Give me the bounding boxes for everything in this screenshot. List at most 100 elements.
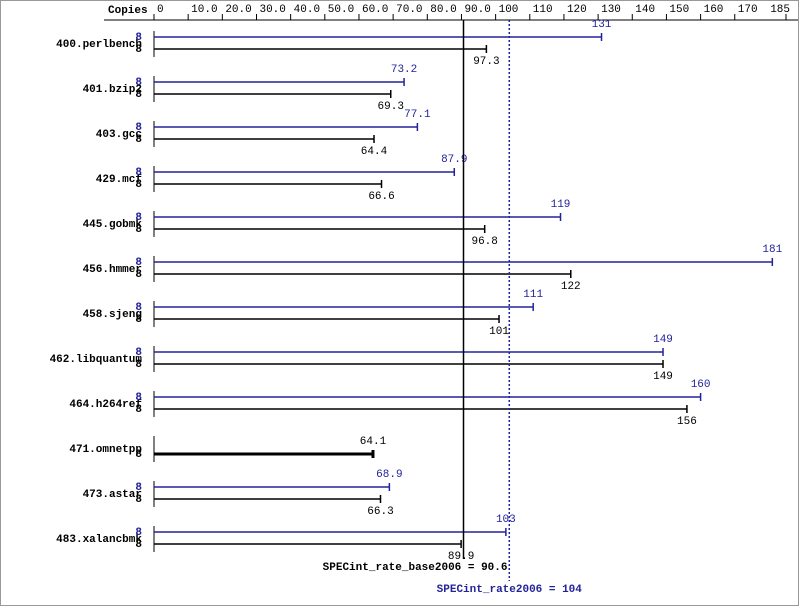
value-label: 119 (551, 199, 571, 211)
value-label: 66.3 (367, 506, 393, 518)
value-label: 111 (523, 289, 543, 301)
copies-label: 8 (135, 89, 142, 101)
value-label: 131 (592, 19, 612, 31)
benchmark-label: 400.perlbench (56, 39, 142, 51)
bar (154, 213, 562, 221)
value-label: 149 (653, 371, 673, 383)
copies-label: 8 (135, 494, 142, 506)
x-tick-label: 110 (533, 4, 553, 16)
value-label: 122 (561, 281, 581, 293)
x-tick-label: 10.0 (191, 4, 217, 16)
x-tick-label: 100 (499, 4, 519, 16)
x-tick-label: 80.0 (430, 4, 456, 16)
benchmark-label: 471.omnetpp (69, 444, 142, 456)
bar (154, 315, 500, 323)
bar (154, 45, 488, 53)
value-label: 68.9 (376, 469, 402, 481)
x-tick-label: 140 (635, 4, 655, 16)
bar (154, 360, 664, 368)
bar (154, 450, 375, 458)
benchmark-label: 445.gobmk (83, 219, 143, 231)
value-label: 64.1 (360, 436, 387, 448)
benchmark-label: 458.sjeng (83, 309, 142, 321)
bar (154, 33, 603, 41)
value-label: 87.9 (441, 154, 467, 166)
copies-label: 8 (135, 167, 142, 179)
copies-label: 8 (135, 449, 142, 461)
bar (154, 90, 392, 98)
copies-label: 8 (135, 44, 142, 56)
copies-header: Copies (108, 5, 148, 17)
copies-label: 8 (135, 77, 142, 89)
x-tick-label: 70.0 (396, 4, 422, 16)
value-label: 97.3 (473, 56, 499, 68)
reference-label: SPECint_rate_base2006 = 90.6 (323, 562, 508, 574)
x-tick-label: 160 (704, 4, 724, 16)
bar (154, 528, 507, 536)
x-tick-label: 130 (601, 4, 621, 16)
value-label: 160 (691, 379, 711, 391)
x-tick-label: 90.0 (464, 4, 490, 16)
bar (154, 135, 375, 143)
copies-label: 8 (135, 179, 142, 191)
x-tick-label: 185 (770, 4, 790, 16)
value-label: 66.6 (368, 191, 394, 203)
copies-label: 8 (135, 314, 142, 326)
x-tick-label: 0 (157, 4, 164, 16)
benchmark-label: 429.mcf (96, 174, 143, 186)
value-label: 149 (653, 334, 673, 346)
x-tick-label: 150 (669, 4, 689, 16)
copies-label: 8 (135, 527, 142, 539)
bar (154, 180, 383, 188)
value-label: 96.8 (471, 236, 497, 248)
copies-label: 8 (135, 122, 142, 134)
benchmark-label: 462.libquantum (50, 354, 143, 366)
bar (154, 405, 688, 413)
value-label: 103 (496, 514, 516, 526)
copies-label: 8 (135, 32, 142, 44)
x-tick-label: 50.0 (328, 4, 354, 16)
value-label: 73.2 (391, 64, 417, 76)
value-label: 69.3 (378, 101, 404, 113)
benchmark-label: 456.hmmer (83, 264, 142, 276)
benchmark-label: 483.xalancbmk (56, 534, 142, 546)
copies-label: 8 (135, 392, 142, 404)
copies-label: 8 (135, 134, 142, 146)
benchmark-label: 473.astar (83, 489, 142, 501)
x-tick-label: 170 (738, 4, 758, 16)
reference-label: SPECint_rate2006 = 104 (437, 584, 583, 596)
benchmark-label: 403.gcc (96, 129, 142, 141)
bar (154, 483, 391, 491)
bar (154, 270, 572, 278)
bar (154, 168, 456, 176)
copies-label: 8 (135, 359, 142, 371)
bar (154, 78, 405, 86)
bar (154, 393, 702, 401)
value-label: 101 (489, 326, 509, 338)
value-label: 156 (677, 416, 697, 428)
bar (154, 225, 486, 233)
bar (154, 495, 382, 503)
copies-label: 8 (135, 404, 142, 416)
copies-label: 8 (135, 347, 142, 359)
bar (154, 123, 419, 131)
value-label: 64.4 (361, 146, 388, 158)
x-tick-label: 30.0 (259, 4, 285, 16)
copies-label: 8 (135, 224, 142, 236)
copies-label: 8 (135, 482, 142, 494)
copies-label: 8 (135, 302, 142, 314)
copies-label: 8 (135, 539, 142, 551)
x-tick-label: 120 (567, 4, 587, 16)
x-tick-label: 20.0 (225, 4, 251, 16)
benchmark-label: 464.h264ref (69, 399, 142, 411)
value-label: 89.9 (448, 551, 474, 563)
bar (154, 303, 534, 311)
copies-label: 8 (135, 257, 142, 269)
bar (154, 348, 664, 356)
benchmark-label: 401.bzip2 (83, 84, 142, 96)
copies-label: 8 (135, 212, 142, 224)
x-tick-label: 40.0 (294, 4, 320, 16)
value-label: 181 (762, 244, 782, 256)
